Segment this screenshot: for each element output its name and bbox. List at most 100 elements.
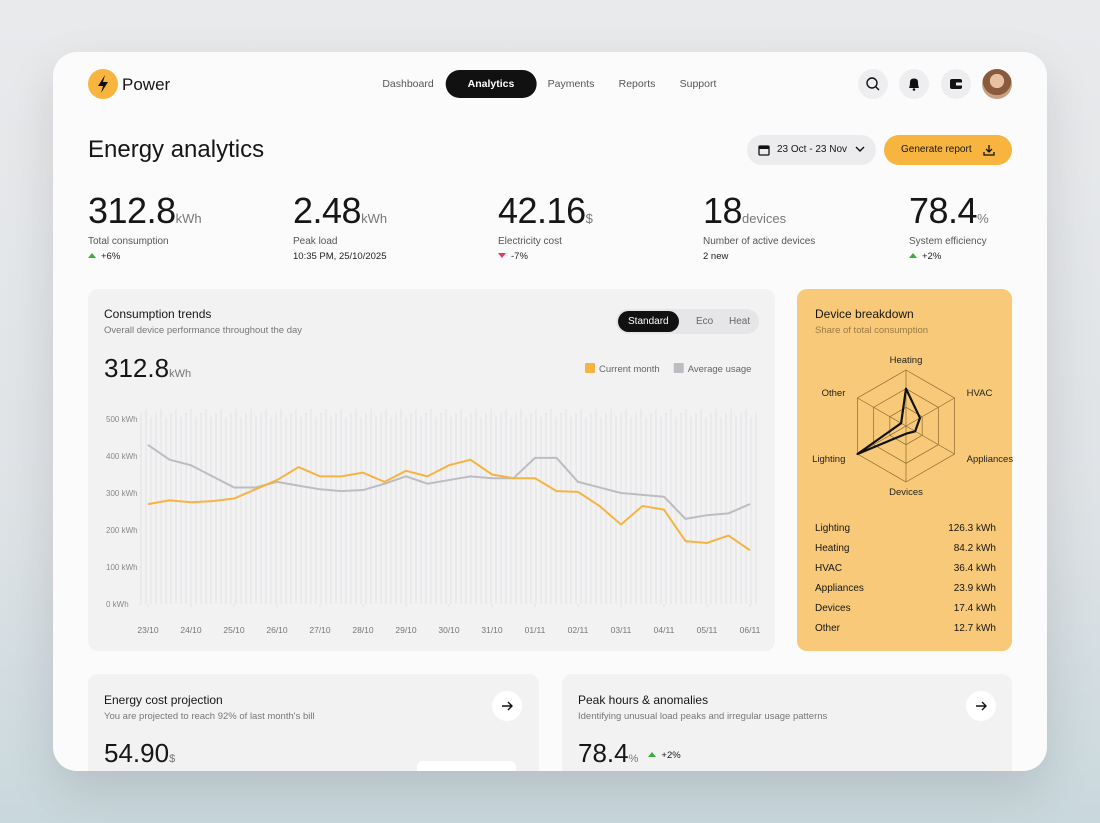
kpi: 312.8kWh Total consumption +6%: [88, 190, 202, 262]
unit: $: [169, 753, 176, 765]
x-tick-label: 03/11: [611, 625, 632, 635]
value: 2.48: [293, 190, 362, 231]
card-title: Device breakdown: [815, 307, 914, 321]
y-tick-label: 300 kWh: [106, 489, 138, 498]
nav-item[interactable]: Analytics: [445, 70, 537, 98]
search-button[interactable]: [858, 69, 888, 99]
radar-label: Appliances: [967, 454, 1014, 465]
x-tick-label: 26/10: [266, 625, 288, 635]
radar-label: Devices: [889, 487, 923, 498]
legend-swatch: [673, 363, 684, 373]
x-tick-label: 29/10: [395, 625, 417, 635]
value: 78.4: [909, 190, 978, 231]
total: 312.8kWh: [104, 353, 191, 384]
kpi-change: +2%: [909, 251, 989, 262]
x-tick-label: 05/11: [697, 625, 718, 635]
x-tick-label: 06/11: [740, 625, 761, 635]
y-tick-label: 500 kWh: [106, 415, 138, 424]
x-tick-label: 23/10: [137, 625, 159, 635]
date-range: 23 Oct - 23 Nov: [777, 144, 848, 155]
nav-item[interactable]: Support: [679, 78, 717, 90]
kpi-label: Number of active devices: [703, 236, 816, 247]
kpi-label: Peak load: [293, 236, 338, 247]
row-value: 23.9 kWh: [953, 583, 996, 594]
notifications-button[interactable]: [899, 69, 929, 99]
x-tick-label: 31/10: [481, 625, 503, 635]
detail: 2 new: [703, 251, 729, 262]
kpi-value: 2.48kWh: [293, 190, 387, 232]
unit: $: [585, 211, 593, 226]
y-tick-label: 0 kWh: [106, 600, 129, 609]
peak-card: Peak hours & anomalies Identifying unusu…: [562, 674, 1012, 771]
detail: 10:35 PM, 25/10/2025: [293, 251, 387, 262]
nav-item[interactable]: Payments: [547, 78, 595, 90]
unit: kWh: [175, 211, 202, 226]
tab[interactable]: Standard: [618, 311, 679, 332]
trend-arrow: [648, 752, 657, 757]
series-line: [147, 458, 751, 552]
x-tick-label: 28/10: [352, 625, 374, 635]
date-range-picker[interactable]: 23 Oct - 23 Nov: [747, 135, 876, 165]
open-button[interactable]: [492, 691, 522, 721]
series-line: [147, 444, 751, 520]
brand: Power: [122, 75, 171, 94]
legend-label: Current month: [599, 364, 660, 375]
card-subtitle: Overall device performance throughout th…: [104, 325, 303, 336]
card-subtitle: Share of total consumption: [815, 325, 929, 336]
card-title: Energy cost projection: [104, 693, 223, 707]
kpi-label: Total consumption: [88, 236, 169, 247]
radar-spoke: [857, 397, 907, 427]
tab[interactable]: Heat: [729, 316, 751, 327]
legend-label: Average usage: [688, 364, 752, 375]
x-tick-label: 01/11: [525, 625, 546, 635]
x-tick-label: 27/10: [309, 625, 331, 635]
radar-label: Heating: [890, 355, 923, 366]
peak-value: 78.4% +2%: [578, 738, 681, 769]
kpi: 78.4% System efficiency +2%: [909, 190, 989, 262]
row-label: Devices: [815, 603, 851, 614]
kpi-change: -7%: [498, 251, 593, 262]
kpi-label: Electricity cost: [498, 236, 562, 247]
kpi: 18devices Number of active devices 2 new: [703, 190, 815, 262]
open-button[interactable]: [966, 691, 996, 721]
card-subtitle: Identifying unusual load peaks and irreg…: [578, 711, 828, 722]
trend-arrow: [498, 253, 506, 258]
kpi: 2.48kWh Peak load 10:35 PM, 25/10/2025: [293, 190, 387, 262]
radar-label: HVAC: [967, 388, 993, 399]
total-unit: kWh: [169, 368, 192, 380]
change: +6%: [101, 251, 121, 262]
unit: devices: [742, 211, 787, 226]
kpi-change: 2 new: [703, 251, 815, 262]
kpi: 42.16$ Electricity cost -7%: [498, 190, 593, 262]
row-value: 17.4 kWh: [953, 603, 996, 614]
row-value: 12.7 kWh: [953, 623, 996, 634]
radar-spoke: [905, 425, 955, 455]
row-value: 36.4 kWh: [953, 563, 996, 574]
nav-item[interactable]: Dashboard: [382, 78, 434, 90]
breakdown-card: Device breakdown Share of total consumpt…: [797, 289, 1012, 651]
tab[interactable]: Eco: [696, 316, 714, 327]
generate-report-button[interactable]: Generate report: [884, 135, 1012, 165]
unit: %: [628, 753, 639, 765]
wallet-button[interactable]: [941, 69, 971, 99]
row-label: HVAC: [815, 563, 843, 574]
y-tick-label: 100 kWh: [106, 563, 138, 572]
unit: kWh: [361, 211, 388, 226]
value: 54.90: [104, 738, 170, 768]
page-title: Energy analytics: [88, 136, 265, 163]
cost-card: Energy cost projection You are projected…: [88, 674, 539, 771]
cost-value: 54.90$: [104, 738, 175, 769]
nav-item[interactable]: Reports: [618, 78, 656, 90]
x-tick-label: 30/10: [438, 625, 460, 635]
card-subtitle: You are projected to reach 92% of last m…: [104, 711, 315, 722]
value: 312.8: [88, 190, 176, 231]
radar-label: Other: [822, 388, 846, 399]
radar-shape: [856, 387, 922, 456]
logo: [88, 69, 118, 99]
row-label: Lighting: [815, 523, 851, 534]
value: 78.4: [578, 738, 629, 768]
kpi-change: 10:35 PM, 25/10/2025: [293, 251, 387, 262]
row-label: Appliances: [815, 583, 864, 594]
avatar[interactable]: [982, 69, 1012, 99]
